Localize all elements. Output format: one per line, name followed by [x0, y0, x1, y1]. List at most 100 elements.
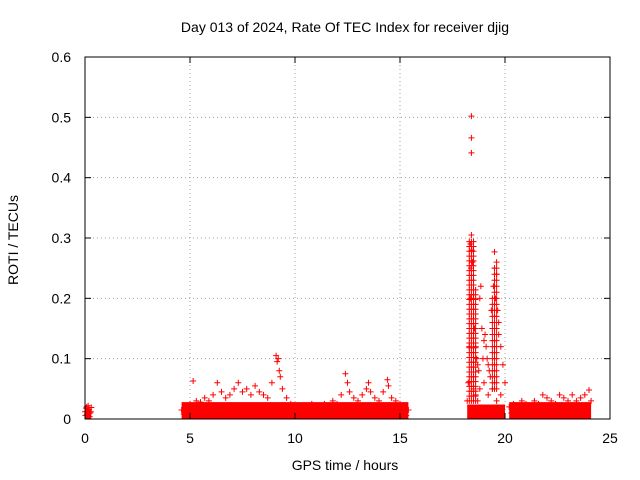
data-point [218, 388, 225, 395]
data-point [376, 397, 382, 404]
data-point [565, 397, 571, 404]
x-tick-labels: 0 5 10 15 20 25 [81, 430, 618, 446]
x-tick-label: 15 [392, 430, 408, 446]
data-point [308, 400, 315, 407]
data-point [178, 406, 185, 413]
data-point [493, 301, 500, 308]
data-point [493, 367, 500, 374]
data-point [493, 331, 500, 338]
density-band [467, 404, 505, 419]
data-point [502, 379, 508, 386]
data-point [581, 391, 588, 398]
data-point [346, 388, 353, 395]
data-point [493, 307, 500, 314]
data-point [493, 397, 500, 404]
data-point [357, 408, 364, 415]
data-point [573, 397, 580, 404]
data-point [560, 394, 567, 401]
data-point [363, 385, 370, 392]
data-point [342, 370, 349, 377]
data-point [271, 408, 277, 415]
data-point [535, 400, 542, 407]
data-point [235, 379, 242, 386]
data-point [189, 408, 196, 415]
data-point [247, 391, 254, 398]
data-point [476, 295, 483, 302]
data-point [350, 394, 357, 401]
data-point [468, 134, 475, 141]
y-tick-label: 0.5 [52, 109, 72, 125]
x-tick-label: 25 [602, 430, 618, 446]
data-point [586, 387, 592, 394]
data-point [334, 400, 340, 407]
y-tick-label: 0.3 [52, 230, 72, 246]
data-point [520, 408, 527, 415]
data-point [256, 388, 263, 395]
data-point [493, 325, 500, 332]
data-point [468, 149, 475, 156]
data-point [569, 391, 576, 398]
data-point [210, 391, 217, 398]
data-point [182, 403, 189, 410]
data-point [465, 379, 472, 386]
x-tick-label: 10 [287, 430, 303, 446]
data-point [392, 397, 399, 404]
data-point [252, 382, 259, 389]
data-point [384, 376, 391, 383]
data-point [539, 391, 546, 398]
data-point [556, 391, 563, 398]
data-point [493, 385, 500, 392]
data-point [323, 411, 330, 418]
y-tick-labels: 0 0.1 0.2 0.3 0.4 0.5 0.6 [52, 49, 72, 427]
y-tick-label: 0.4 [52, 170, 72, 186]
data-point [331, 409, 338, 416]
data-point [380, 388, 387, 395]
data-point [493, 313, 500, 320]
y-axis-label: ROTI / TECUs [5, 195, 21, 285]
data-point [260, 391, 267, 398]
data-point [468, 113, 475, 120]
data-point [214, 379, 221, 386]
data-point [477, 283, 484, 290]
data-point [499, 361, 506, 368]
data-point [283, 394, 290, 401]
data-point [493, 271, 500, 278]
data-point [254, 409, 261, 416]
data-point [485, 391, 492, 398]
data-point [325, 402, 332, 409]
data-point [472, 286, 479, 293]
data-point [493, 337, 500, 344]
data-point [273, 352, 280, 359]
data-point [212, 406, 219, 413]
data-point [388, 394, 395, 401]
data-point [329, 397, 336, 404]
data-point [229, 409, 235, 416]
data-point [497, 391, 504, 398]
data-point [471, 406, 478, 413]
data-point [493, 355, 500, 362]
y-tick-label: 0.2 [52, 290, 72, 306]
x-tick-label: 0 [81, 430, 89, 446]
data-point [577, 394, 584, 401]
data-point [279, 385, 286, 392]
data-point [482, 331, 489, 338]
data-point [493, 289, 500, 296]
data-point [558, 409, 565, 416]
data-point [493, 379, 500, 386]
data-point [493, 349, 500, 356]
data-point [546, 411, 553, 418]
data-point [85, 410, 92, 417]
data-point [264, 394, 271, 401]
data-point [493, 277, 500, 284]
data-point [523, 400, 529, 407]
data-point [222, 394, 229, 401]
data-point [275, 355, 282, 362]
data-point [491, 248, 498, 255]
data-point [239, 388, 246, 395]
grid [85, 57, 610, 419]
data-point [281, 409, 288, 416]
data-point [548, 397, 555, 404]
data-point [583, 409, 590, 416]
data-point [588, 397, 595, 404]
